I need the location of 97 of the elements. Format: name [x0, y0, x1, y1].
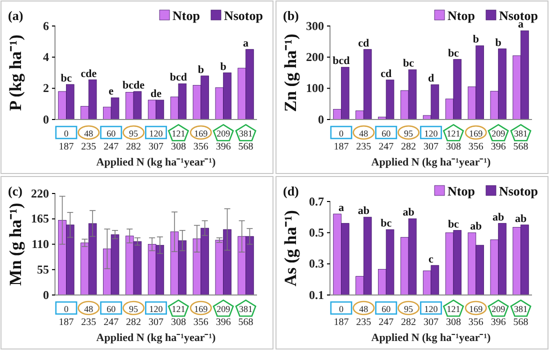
y-tick-label: 220 — [31, 186, 49, 200]
y-tick-label: 0.3 — [309, 256, 324, 271]
x-tick-label: 121 308 — [446, 128, 461, 152]
x-tick-label: 381 568 — [513, 128, 528, 152]
x-tick-label: 121 308 — [170, 304, 186, 328]
x-tick-label: 60 247 — [378, 304, 394, 328]
x-tick-label: 95 282 — [126, 304, 142, 328]
x-tick-label: 60 247 — [104, 304, 119, 328]
x-tick-label: 48 235 — [356, 304, 372, 328]
annotation: ab — [514, 212, 527, 225]
y-tick-label: 110 — [32, 237, 49, 252]
annotation: ab — [358, 205, 370, 218]
annotation: bc — [380, 218, 392, 230]
x-tick-label: 169 356 — [193, 304, 208, 328]
chart-title: (c) — [8, 184, 22, 198]
y-tick-label: 0.5 — [309, 226, 324, 240]
x-tick-label: 95 282 — [126, 128, 142, 152]
legend-label: Nsotop — [498, 8, 538, 23]
annotation: bc — [448, 218, 460, 230]
y-tick-label: 6 — [43, 18, 49, 33]
x-tick-label: 0 187 — [58, 304, 74, 328]
x-tick-label: 60 247 — [378, 128, 394, 152]
x-tick-label: 0 187 — [58, 128, 74, 152]
legend-label: Nsotop — [498, 184, 538, 198]
chart-title: (d) — [283, 184, 299, 198]
annotation: bcd — [170, 72, 188, 84]
y-tick-label: 165 — [31, 212, 49, 226]
x-tick-label: 121 308 — [446, 304, 461, 328]
chart-title: (b) — [283, 8, 299, 23]
annotation: b — [198, 64, 204, 76]
annotation: e — [108, 86, 114, 98]
x-axis-title: Applied N (kg ha⁻¹year⁻¹) — [371, 332, 492, 344]
x-tick-label: 0 187 — [334, 128, 349, 152]
annotation: bcde — [122, 79, 145, 92]
x-tick-label: 381 568 — [513, 304, 528, 328]
x-tick-label: 48 235 — [81, 128, 96, 152]
y-tick-label: 200 — [306, 50, 324, 64]
x-tick-label: 209 396 — [216, 128, 231, 152]
annotation: a — [243, 37, 250, 50]
x-tick-label: 48 235 — [356, 128, 372, 152]
annotation: bc — [448, 47, 460, 60]
y-tick-label: 55 — [37, 262, 49, 276]
annotation: bc — [403, 58, 414, 70]
legend-label: Nsotop — [224, 8, 263, 23]
y-tick-label: 0 — [43, 112, 49, 126]
legend-label: Ntop — [448, 8, 475, 23]
chart-title: (a) — [8, 8, 24, 23]
x-axis-title: Applied N (kg ha⁻¹year⁻¹) — [96, 156, 216, 168]
x-tick-label: 120 307 — [424, 304, 438, 328]
x-tick-label: 120 307 — [148, 304, 164, 328]
x-tick-label: 209 396 — [216, 304, 231, 328]
x-axis-title: Applied N (kg ha⁻¹year⁻¹) — [371, 156, 492, 168]
y-axis-title: As (g ha⁻¹) — [281, 210, 300, 286]
x-tick-label: 209 396 — [490, 128, 506, 152]
x-axis-title: Applied N (kg ha⁻¹year⁻¹) — [96, 332, 216, 344]
annotation: ab — [470, 220, 482, 233]
annotation: bcd — [332, 55, 350, 68]
x-tick-label: 169 356 — [468, 128, 484, 152]
annotation: b — [220, 60, 226, 73]
x-tick-label: 95 282 — [401, 304, 416, 328]
legend-label: Ntop — [172, 8, 200, 23]
x-tick-label: 0 187 — [334, 304, 349, 328]
x-tick-label: 121 308 — [170, 128, 186, 152]
y-tick-label: 0 — [318, 112, 324, 126]
x-tick-label: 209 396 — [490, 304, 506, 328]
y-axis-title: P (kg ha⁻¹) — [6, 34, 25, 111]
annotation: de — [150, 88, 162, 100]
annotation: bc — [60, 72, 72, 84]
y-tick-label: 100 — [306, 81, 324, 96]
annotation: d — [428, 72, 434, 85]
annotation: b — [472, 34, 479, 46]
annotation: cde — [80, 68, 97, 80]
annotation: cd — [380, 68, 392, 80]
annotation: ab — [402, 206, 414, 219]
annotation: a — [338, 202, 344, 214]
x-tick-label: 169 356 — [193, 128, 208, 152]
x-tick-label: 381 568 — [238, 304, 254, 328]
y-axis-title: Zn (g ha⁻¹) — [281, 34, 300, 112]
legend-label: Ntop — [448, 184, 475, 198]
annotation: ab — [492, 211, 504, 224]
x-tick-label: 120 307 — [424, 128, 438, 152]
x-tick-label: 48 235 — [81, 304, 96, 328]
x-tick-label: 169 356 — [468, 304, 484, 328]
y-tick-label: 0.1 — [309, 288, 324, 302]
y-axis-title: Mn (g ha⁻¹) — [6, 202, 25, 286]
y-tick-label: 0 — [43, 288, 49, 302]
y-tick-label: 4 — [43, 50, 49, 64]
y-tick-label: 0.7 — [309, 194, 324, 208]
x-tick-label: 381 568 — [238, 128, 254, 152]
x-tick-label: 120 307 — [148, 128, 164, 152]
x-tick-label: 95 282 — [401, 128, 416, 152]
y-tick-label: 2 — [43, 81, 49, 96]
annotation: c — [428, 253, 434, 266]
y-tick-label: 300 — [306, 18, 324, 33]
x-tick-label: 60 247 — [104, 128, 119, 152]
annotation: b — [495, 36, 502, 49]
annotation: cd — [358, 37, 370, 50]
